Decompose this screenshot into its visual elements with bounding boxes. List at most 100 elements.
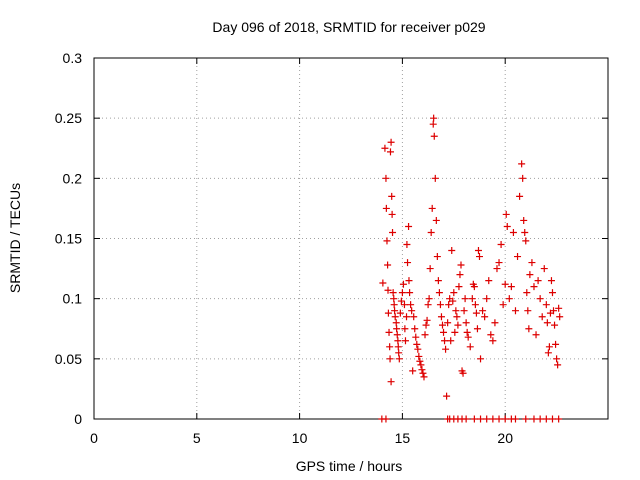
- data-point: [430, 132, 438, 140]
- data-point: [551, 321, 559, 329]
- y-tick-label: 0.3: [63, 50, 83, 66]
- data-point: [507, 283, 515, 291]
- data-point: [479, 307, 487, 315]
- baseline-point: [548, 415, 556, 423]
- chart-title: Day 096 of 2018, SRMTID for receiver p02…: [212, 19, 485, 35]
- baseline-point: [542, 415, 550, 423]
- y-tick-label: 0.2: [63, 170, 83, 186]
- data-point: [448, 247, 456, 255]
- data-point: [462, 319, 470, 327]
- data-point: [544, 349, 552, 357]
- baseline-point: [483, 415, 491, 423]
- baseline-point: [536, 415, 544, 423]
- data-point: [401, 337, 409, 345]
- data-point: [528, 259, 536, 267]
- data-point: [550, 307, 558, 315]
- data-point: [505, 295, 513, 303]
- data-point: [422, 321, 430, 329]
- data-point: [444, 319, 452, 327]
- data-point: [481, 313, 489, 321]
- y-tick-label: 0.05: [55, 351, 82, 367]
- data-point: [437, 313, 445, 321]
- data-point: [493, 265, 501, 273]
- data-point: [514, 253, 522, 261]
- data-point: [440, 328, 448, 336]
- data-point: [447, 337, 455, 345]
- data-point: [472, 309, 480, 317]
- data-point: [379, 279, 387, 287]
- data-point: [403, 241, 411, 249]
- data-point: [441, 337, 449, 345]
- data-point: [395, 349, 403, 357]
- data-point: [477, 355, 485, 363]
- data-point: [523, 289, 531, 297]
- data-point: [553, 355, 561, 363]
- data-point: [468, 295, 476, 303]
- baseline-point: [555, 415, 563, 423]
- x-tick-label: 20: [497, 430, 513, 446]
- data-point: [548, 289, 556, 297]
- data-point: [384, 309, 392, 317]
- data-point: [532, 331, 540, 339]
- data-point: [487, 331, 495, 339]
- x-tick-label: 5: [193, 430, 201, 446]
- data-point: [403, 313, 411, 321]
- data-point: [425, 295, 433, 303]
- data-point: [424, 301, 432, 309]
- data-point: [435, 289, 443, 297]
- data-point: [389, 289, 397, 297]
- data-point: [390, 301, 398, 309]
- data-point: [430, 114, 438, 122]
- data-point: [388, 210, 396, 218]
- data-point: [522, 237, 530, 245]
- baseline-point: [489, 415, 497, 423]
- data-point: [382, 204, 390, 212]
- data-point: [470, 283, 478, 291]
- data-point: [453, 313, 461, 321]
- data-point: [405, 222, 413, 230]
- data-point: [436, 301, 444, 309]
- data-points: [378, 114, 564, 423]
- data-point: [443, 392, 451, 400]
- data-point: [520, 216, 528, 224]
- data-point: [526, 271, 534, 279]
- baseline-point: [477, 415, 485, 423]
- data-point: [399, 280, 407, 288]
- data-point: [461, 295, 469, 303]
- data-point: [466, 343, 474, 351]
- data-point: [393, 331, 401, 339]
- baseline-point: [462, 415, 470, 423]
- data-point: [449, 297, 457, 305]
- data-point: [457, 261, 465, 269]
- baseline-point: [382, 415, 390, 423]
- data-point: [491, 319, 499, 327]
- data-point: [391, 307, 399, 315]
- data-point: [386, 148, 394, 156]
- data-point: [471, 301, 479, 309]
- data-point: [384, 286, 392, 294]
- data-point: [545, 343, 553, 351]
- data-point: [489, 337, 497, 345]
- baseline-point: [522, 415, 530, 423]
- data-point: [499, 301, 507, 309]
- data-point: [555, 304, 563, 312]
- data-point: [460, 307, 468, 315]
- data-point: [474, 247, 482, 255]
- data-point: [452, 307, 460, 315]
- y-tick-labels: 0 0.05 0.1 0.15 0.2 0.25 0.3: [55, 50, 82, 427]
- data-point: [547, 277, 555, 285]
- data-point: [442, 345, 450, 353]
- data-point: [455, 283, 463, 291]
- data-point: [495, 259, 503, 267]
- data-point: [530, 283, 538, 291]
- data-point: [401, 325, 409, 333]
- data-point: [387, 138, 395, 146]
- data-point: [454, 321, 462, 329]
- data-point: [408, 307, 416, 315]
- data-point: [428, 204, 436, 212]
- baseline-point: [530, 415, 538, 423]
- data-point: [381, 144, 389, 152]
- data-point: [409, 367, 417, 375]
- data-point: [386, 343, 394, 351]
